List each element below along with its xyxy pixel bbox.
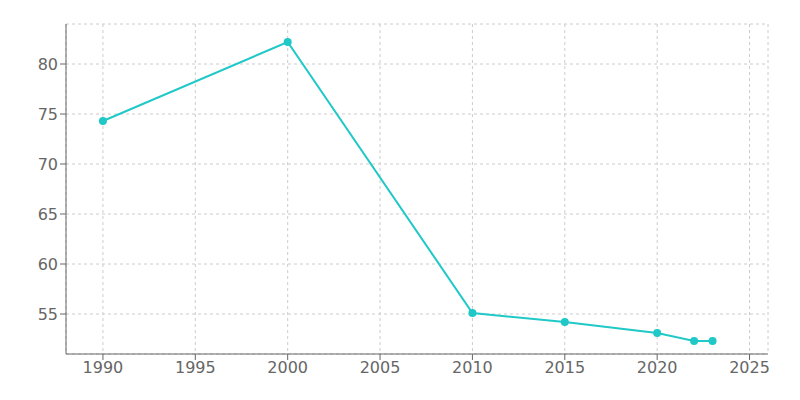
svg-text:2000: 2000 xyxy=(267,358,308,377)
svg-text:2015: 2015 xyxy=(544,358,585,377)
svg-text:70: 70 xyxy=(38,155,58,174)
svg-text:1990: 1990 xyxy=(83,358,124,377)
svg-text:2025: 2025 xyxy=(729,358,770,377)
svg-text:2005: 2005 xyxy=(360,358,401,377)
svg-text:80: 80 xyxy=(38,55,58,74)
svg-text:2020: 2020 xyxy=(637,358,678,377)
svg-text:60: 60 xyxy=(38,255,58,274)
svg-text:75: 75 xyxy=(38,105,58,124)
svg-text:2010: 2010 xyxy=(452,358,493,377)
svg-text:1995: 1995 xyxy=(175,358,216,377)
svg-text:65: 65 xyxy=(38,205,58,224)
svg-text:55: 55 xyxy=(38,305,58,324)
